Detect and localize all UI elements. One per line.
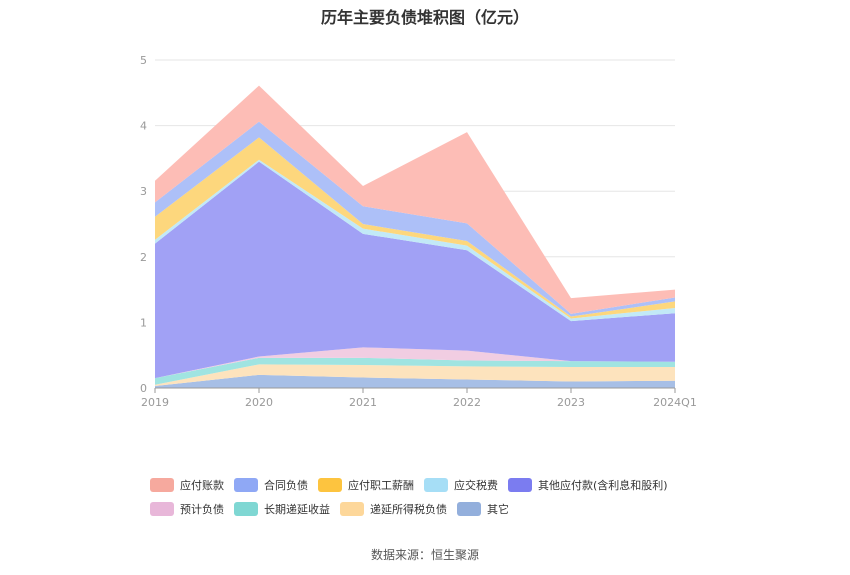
legend-label: 其它 — [487, 503, 509, 516]
y-tick-label: 1 — [140, 316, 147, 329]
y-tick-label: 0 — [140, 382, 147, 395]
legend-item[interactable]: 长期递延收益 — [234, 501, 330, 517]
area-series-7[interactable] — [155, 121, 675, 317]
axes: 0 1 2 3 4 5 2019 2020 2021 2022 2023 2024Q1 — [140, 54, 697, 409]
source-note: 数据来源：恒生聚源 — [370, 548, 479, 562]
legend-swatch — [234, 478, 258, 492]
legend-swatch — [340, 502, 364, 516]
legend-label: 其他应付款(含利息和股利) — [538, 479, 668, 492]
legend-item[interactable]: 递延所得税负债 — [340, 501, 447, 517]
legend-swatch — [508, 478, 532, 492]
legend-swatch — [234, 502, 258, 516]
legend: 应付账款 合同负债 应付职工薪酬 应交税费 其他应付款(含利息和股利) 预计负债 长期递延收… — [150, 473, 750, 521]
legend-label: 合同负债 — [264, 479, 308, 492]
legend-swatch — [150, 502, 174, 516]
stacked-area-chart: 0 1 2 3 4 5 2019 2020 2021 2022 2023 2024Q1 — [140, 54, 697, 409]
x-tick-label: 2020 — [245, 396, 273, 409]
legend-item[interactable]: 合同负债 — [234, 477, 308, 493]
legend-swatch — [457, 502, 481, 516]
y-tick-label: 5 — [140, 54, 147, 67]
legend-label: 应付账款 — [180, 479, 224, 492]
legend-item[interactable]: 应付账款 — [150, 477, 224, 493]
legend-swatch — [318, 478, 342, 492]
chart-title: 历年主要负债堆积图（亿元） — [320, 8, 529, 27]
legend-label: 应交税费 — [454, 479, 498, 492]
x-tick-label: 2022 — [453, 396, 481, 409]
area-series-5[interactable] — [155, 159, 675, 322]
area-series-1[interactable] — [155, 364, 675, 387]
x-tick-label: 2023 — [557, 396, 585, 409]
legend-item[interactable]: 其他应付款(含利息和股利) — [508, 477, 668, 493]
legend-item[interactable]: 其它 — [457, 501, 509, 517]
legend-item[interactable]: 应交税费 — [424, 477, 498, 493]
legend-label: 预计负债 — [180, 503, 224, 516]
legend-label: 递延所得税负债 — [370, 503, 447, 516]
area-series-0[interactable] — [155, 374, 675, 388]
x-tick-label: 2019 — [141, 396, 169, 409]
legend-swatch — [150, 478, 174, 492]
area-series-3[interactable] — [155, 347, 675, 379]
y-tick-label: 2 — [140, 251, 147, 264]
area-series-8[interactable] — [155, 85, 675, 314]
x-tick-label: 2021 — [349, 396, 377, 409]
legend-item[interactable]: 预计负债 — [150, 501, 224, 517]
area-series-layer — [155, 85, 675, 388]
x-tick-label: 2024Q1 — [653, 396, 697, 409]
legend-row: 应付账款 合同负债 应付职工薪酬 应交税费 其他应付款(含利息和股利) — [150, 473, 750, 497]
legend-label: 长期递延收益 — [264, 503, 330, 516]
area-series-4[interactable] — [155, 161, 675, 379]
y-tick-label: 3 — [140, 185, 147, 198]
area-series-2[interactable] — [155, 357, 675, 385]
legend-swatch — [424, 478, 448, 492]
legend-row: 预计负债 长期递延收益 递延所得税负债 其它 — [150, 497, 750, 521]
legend-label: 应付职工薪酬 — [348, 479, 414, 492]
legend-item[interactable]: 应付职工薪酬 — [318, 477, 414, 493]
y-tick-label: 4 — [140, 120, 147, 133]
